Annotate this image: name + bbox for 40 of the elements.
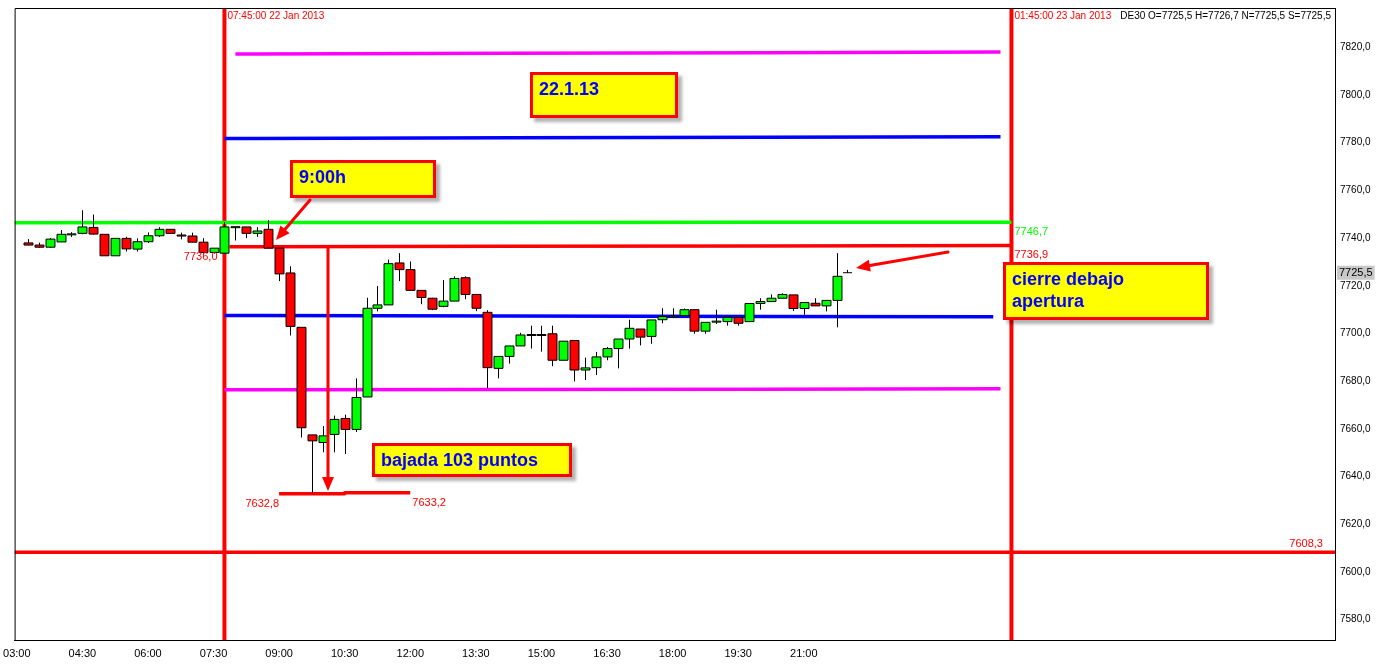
y-tick-label: 7780,0 (1340, 136, 1372, 148)
x-tick-label: 12:00 (396, 646, 425, 659)
note-box: cierre debajo apertura (1003, 262, 1209, 320)
x-tick-label: 03:00 (3, 646, 31, 659)
series-label: 7608,3 (1289, 536, 1323, 549)
text: 7725,5 (1339, 265, 1373, 278)
y-tick-label: 7620,0 (1340, 518, 1372, 530)
y-tick-label: 7700,0 (1340, 327, 1372, 339)
x-tick-label: 15:00 (527, 646, 556, 659)
y-tick-label: 7820,0 (1340, 41, 1372, 53)
annotation: DE30 O=7725,5 H=7726,7 N=7725,5 S=7725,5 (1120, 9, 1332, 21)
y-tick-label: 7600,0 (1340, 565, 1372, 577)
x-tick-label: 16:30 (593, 646, 621, 659)
x-tick-label: 09:00 (265, 646, 293, 659)
note-box: 22.1.13 (530, 72, 678, 118)
y-tick-label: 7580,0 (1340, 613, 1372, 625)
series-label: 7746,7 (1014, 224, 1049, 237)
x-tick-label: 07:30 (199, 646, 228, 659)
y-tick-label: 7720,0 (1340, 279, 1372, 291)
x-tick-label: 13:30 (462, 646, 490, 659)
y-tick-label: 7740,0 (1340, 231, 1372, 243)
y-tick-label: 7640,0 (1340, 470, 1372, 482)
x-tick-label: 04:30 (68, 646, 97, 659)
note-box: 9:00h (290, 160, 436, 198)
x-tick-label: 21:00 (790, 646, 818, 659)
x-tick-label: 10:30 (330, 646, 359, 659)
x-tick-label: 18:00 (658, 646, 687, 659)
note-box: bajada 103 puntos (372, 443, 572, 477)
ref-line-label: 01:45:00 23 Jan 2013 (1014, 9, 1112, 21)
annotation: 7632,8 (245, 497, 280, 510)
y-tick-label: 7800,0 (1340, 88, 1372, 100)
annotation: 7736,0 (183, 250, 218, 263)
annotation: 7633,2 (412, 496, 446, 509)
series-label: 7736,9 (1014, 248, 1049, 261)
x-tick-label: 19:30 (724, 646, 752, 659)
y-tick-label: 7680,0 (1340, 374, 1372, 386)
ref-line-label: 07:45:00 22 Jan 2013 (227, 9, 325, 21)
y-tick-label: 7760,0 (1340, 184, 1372, 196)
y-tick-label: 7660,0 (1340, 422, 1372, 434)
x-tick-label: 06:00 (134, 646, 162, 659)
